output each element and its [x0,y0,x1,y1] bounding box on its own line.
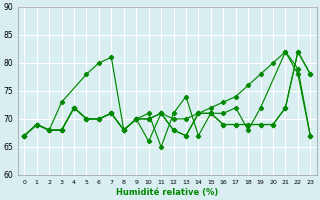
X-axis label: Humidité relative (%): Humidité relative (%) [116,188,219,197]
